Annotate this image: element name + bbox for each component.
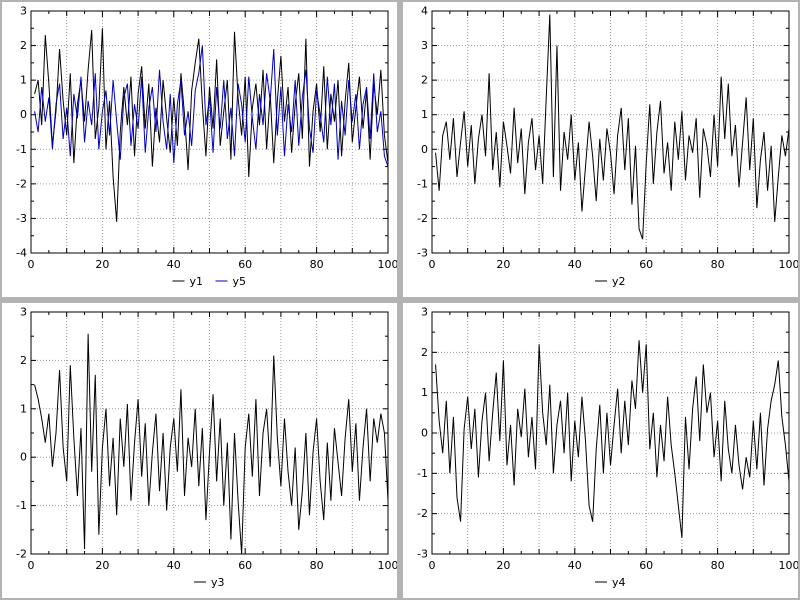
series-y1 (34, 28, 389, 222)
svg-text:20: 20 (496, 258, 510, 271)
svg-text:80: 80 (711, 258, 725, 271)
svg-text:-2: -2 (16, 548, 27, 561)
svg-text:0: 0 (28, 258, 35, 271)
legend: y2 (595, 275, 626, 288)
series-y4 (435, 340, 790, 538)
chart-svg: 0 20 40 60 80 100 -3 -2 -1 0 1 2 3 4 y2 (417, 5, 798, 289)
legend-label-y4: y4 (612, 576, 626, 589)
tick-labels: 0 20 40 60 80 100 -3 -2 -1 0 1 2 3 (417, 306, 798, 573)
tick-labels: 0 20 40 60 80 100 -2 -1 0 1 2 3 (16, 306, 397, 573)
svg-text:40: 40 (167, 258, 181, 271)
legend-label-y2: y2 (612, 275, 626, 288)
svg-text:-3: -3 (16, 212, 27, 225)
svg-text:0: 0 (20, 108, 27, 121)
svg-text:80: 80 (310, 559, 324, 572)
svg-text:2: 2 (20, 39, 27, 52)
svg-text:-3: -3 (417, 247, 428, 260)
svg-text:-1: -1 (417, 177, 428, 190)
svg-text:1: 1 (421, 108, 428, 121)
svg-text:60: 60 (238, 258, 252, 271)
gridlines (31, 11, 388, 253)
legend-label-y1: y1 (190, 275, 204, 288)
svg-text:20: 20 (95, 258, 109, 271)
chart-svg: 0 20 40 60 80 100 -3 -2 -1 0 1 2 3 y4 (417, 306, 798, 590)
svg-text:3: 3 (421, 39, 428, 52)
svg-text:3: 3 (421, 306, 428, 319)
svg-text:100: 100 (779, 559, 799, 572)
chart-panel-y1-y5: 0 20 40 60 80 100 -4 -3 -2 -1 0 1 2 3 y1 y5 (2, 2, 397, 297)
series-y5 (34, 45, 389, 167)
plot-border (30, 311, 389, 555)
svg-text:-2: -2 (417, 507, 428, 520)
svg-text:100: 100 (378, 559, 398, 572)
svg-text:0: 0 (421, 143, 428, 156)
svg-text:60: 60 (639, 258, 653, 271)
svg-text:60: 60 (639, 559, 653, 572)
svg-text:80: 80 (711, 559, 725, 572)
svg-text:0: 0 (20, 451, 27, 464)
svg-text:60: 60 (238, 559, 252, 572)
svg-text:-4: -4 (16, 247, 27, 260)
svg-text:3: 3 (20, 5, 27, 18)
svg-text:40: 40 (167, 559, 181, 572)
svg-text:40: 40 (568, 559, 582, 572)
svg-text:0: 0 (429, 258, 436, 271)
svg-text:40: 40 (568, 258, 582, 271)
svg-text:0: 0 (429, 559, 436, 572)
svg-text:-1: -1 (417, 467, 428, 480)
svg-text:-3: -3 (417, 548, 428, 561)
svg-text:1: 1 (20, 402, 27, 415)
legend: y4 (595, 576, 626, 589)
tick-labels: 0 20 40 60 80 100 -3 -2 -1 0 1 2 3 4 (417, 5, 798, 272)
chart-panel-y2: 0 20 40 60 80 100 -3 -2 -1 0 1 2 3 4 y2 (403, 2, 798, 297)
svg-text:100: 100 (779, 258, 799, 271)
svg-text:2: 2 (20, 354, 27, 367)
chart-panel-y3: 0 20 40 60 80 100 -2 -1 0 1 2 3 y3 (2, 303, 397, 598)
svg-text:0: 0 (28, 559, 35, 572)
svg-text:1: 1 (421, 386, 428, 399)
svg-text:-1: -1 (16, 143, 27, 156)
plot-border (431, 311, 790, 555)
svg-text:4: 4 (421, 5, 428, 18)
svg-text:2: 2 (421, 74, 428, 87)
svg-text:-2: -2 (417, 212, 428, 225)
gridlines (432, 312, 789, 554)
chart-panel-y4: 0 20 40 60 80 100 -3 -2 -1 0 1 2 3 y4 (403, 303, 798, 598)
series-y2 (435, 14, 790, 240)
series-y3 (34, 333, 389, 555)
svg-text:100: 100 (378, 258, 398, 271)
svg-text:3: 3 (20, 306, 27, 319)
svg-text:20: 20 (95, 559, 109, 572)
svg-text:0: 0 (421, 427, 428, 440)
svg-text:-1: -1 (16, 499, 27, 512)
chart-svg: 0 20 40 60 80 100 -4 -3 -2 -1 0 1 2 3 y1 y5 (16, 5, 397, 289)
svg-text:2: 2 (421, 346, 428, 359)
svg-text:20: 20 (496, 559, 510, 572)
svg-text:80: 80 (310, 258, 324, 271)
svg-text:1: 1 (20, 74, 27, 87)
legend: y1 y5 (172, 275, 247, 288)
svg-text:-2: -2 (16, 177, 27, 190)
tick-labels: 0 20 40 60 80 100 -4 -3 -2 -1 0 1 2 3 (16, 5, 397, 272)
legend: y3 (194, 576, 225, 589)
legend-label-y3: y3 (211, 576, 225, 589)
legend-label-y5: y5 (233, 275, 247, 288)
plot-border (30, 10, 389, 254)
chart-svg: 0 20 40 60 80 100 -2 -1 0 1 2 3 y3 (16, 306, 397, 590)
